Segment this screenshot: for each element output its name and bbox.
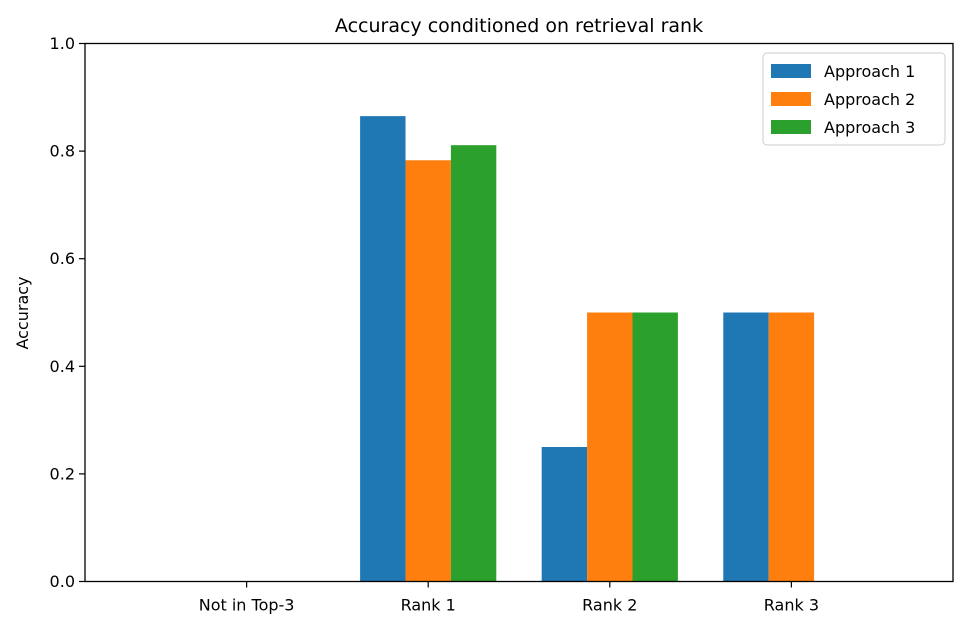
- legend-label: Approach 3: [824, 118, 915, 137]
- bar-1-2: [360, 116, 406, 582]
- legend-label: Approach 1: [824, 62, 915, 81]
- y-tick-label: 0.8: [50, 142, 75, 161]
- legend: Approach 1 Approach 2 Approach 3: [762, 52, 946, 146]
- plot-frame: [84, 42, 954, 583]
- axis-ticks-layer: 0.0 0.2 0.4 0.6 0.8 1.0 Not in Top-3 Rank 1 Rank…: [50, 34, 819, 615]
- y-axis-label: Accuracy: [13, 276, 32, 349]
- chart-title: Accuracy conditioned on retrieval rank: [335, 15, 703, 37]
- legend-label: Approach 2: [824, 90, 915, 109]
- legend-swatch: [771, 92, 811, 106]
- bar-3-3: [632, 312, 678, 582]
- y-tick-label: 0.4: [50, 357, 75, 376]
- y-tick-label: 0.2: [50, 464, 75, 483]
- y-tick-label: 0.6: [50, 249, 75, 268]
- y-tick-label: 0.0: [50, 572, 75, 591]
- x-tick-label: Not in Top-3: [199, 596, 295, 615]
- y-tick-label: 1.0: [50, 34, 75, 53]
- bar-2-4: [768, 312, 815, 582]
- bar-2-3: [587, 312, 633, 582]
- bar-2-2: [405, 160, 451, 582]
- x-tick-label: Rank 1: [401, 596, 456, 615]
- bar-1-3: [541, 447, 588, 582]
- x-tick-label: Rank 3: [764, 596, 819, 615]
- bars-layer: [360, 116, 815, 582]
- bar-3-2: [450, 145, 497, 582]
- legend-swatch: [771, 120, 811, 134]
- x-tick-label: Rank 2: [582, 596, 637, 615]
- legend-swatch: [771, 64, 811, 78]
- bar-1-4: [723, 312, 769, 582]
